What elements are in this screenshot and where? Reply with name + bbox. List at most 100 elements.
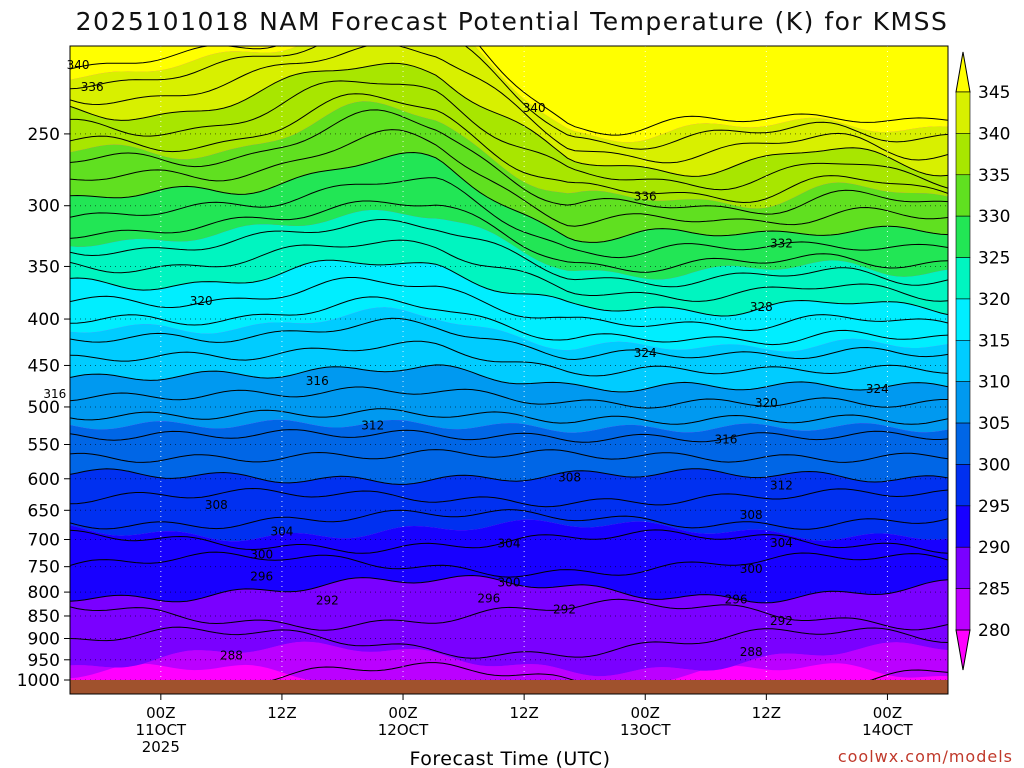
contour-label: 308 bbox=[205, 498, 228, 512]
colorbar-swatch bbox=[955, 546, 971, 589]
contour-304 bbox=[70, 429, 948, 443]
colorbar-swatch bbox=[955, 174, 971, 217]
y-tick-label: 750 bbox=[28, 558, 60, 578]
contour-294 bbox=[70, 529, 948, 554]
y-tick-label: 500 bbox=[28, 398, 60, 418]
contour-label: 320 bbox=[755, 396, 778, 410]
contour-320 bbox=[70, 259, 948, 317]
contour-342 bbox=[70, 46, 948, 164]
contour-label: 316 bbox=[715, 432, 738, 446]
contour-316 bbox=[70, 296, 948, 346]
temperature-band-335 bbox=[70, 63, 948, 209]
colorbar-swatch bbox=[955, 588, 971, 631]
contour-label: 304 bbox=[498, 536, 521, 550]
contour-344 bbox=[70, 46, 948, 150]
colorbar-cap-top bbox=[955, 51, 971, 93]
temperature-band-320 bbox=[70, 210, 948, 316]
chart-title: 2025101018 NAM Forecast Potential Temper… bbox=[76, 7, 949, 36]
colorbar-label: 335 bbox=[978, 166, 1010, 186]
colorbar-swatch bbox=[955, 422, 971, 465]
colorbar: 280 285 290 295 300 305 310 315 320 325 330 335 340 3… bbox=[955, 51, 1010, 671]
contour-286 bbox=[70, 626, 948, 659]
y-tick-label: 950 bbox=[28, 651, 60, 671]
contour-label: 292 bbox=[316, 593, 339, 607]
x-tick-label: 12Z bbox=[509, 704, 538, 722]
colorbar-label: 305 bbox=[978, 414, 1010, 434]
y-axis: 2503003504004505005506006507007508008509… bbox=[17, 125, 70, 691]
temperature-band-310 bbox=[70, 307, 948, 392]
contour-340 bbox=[70, 62, 948, 177]
contour-298 bbox=[70, 487, 948, 508]
contour-288 bbox=[70, 598, 948, 631]
y-tick-label: 450 bbox=[28, 356, 60, 376]
colorbar-swatch bbox=[955, 215, 971, 258]
contour-label: 304 bbox=[770, 536, 793, 550]
contour-label: 308 bbox=[740, 508, 763, 522]
contour-326 bbox=[70, 200, 948, 273]
colorbar-label: 310 bbox=[978, 373, 1010, 393]
contour-318 bbox=[70, 277, 948, 332]
contour-296 bbox=[70, 509, 948, 530]
contour-284 bbox=[271, 662, 948, 680]
contour-label: 292 bbox=[770, 614, 793, 628]
temperature-band-340 bbox=[70, 46, 948, 177]
contour-label: 332 bbox=[770, 236, 793, 250]
temperature-band-315 bbox=[70, 260, 948, 352]
contour-label: 324 bbox=[634, 346, 657, 360]
colorbar-label: 330 bbox=[978, 207, 1010, 227]
contour-314 bbox=[70, 317, 948, 361]
x-tick-label: 00Z bbox=[631, 704, 660, 722]
colorbar-swatch bbox=[955, 298, 971, 341]
temperature-band-325 bbox=[70, 152, 948, 280]
colorbar-label: 345 bbox=[978, 83, 1010, 103]
contour-label: 304 bbox=[270, 525, 293, 539]
y-tick-label: 600 bbox=[28, 470, 60, 490]
contour-334 bbox=[70, 109, 948, 215]
colorbar-label: 290 bbox=[978, 538, 1010, 558]
y-tick-label: 350 bbox=[28, 257, 60, 277]
colorbar-swatch bbox=[955, 340, 971, 382]
contour-302 bbox=[70, 449, 948, 463]
contour-label: 328 bbox=[750, 300, 773, 314]
colorbar-swatch bbox=[955, 91, 971, 134]
ground-strip bbox=[70, 680, 948, 694]
y-tick-label: 850 bbox=[28, 607, 60, 627]
contour-labels: 340 336 340 336 332 328 324 324 320 316 316 320 312 3… bbox=[43, 58, 888, 662]
x-tick-label: 12Z bbox=[752, 704, 781, 722]
y-tick-label: 900 bbox=[28, 629, 60, 649]
contour-label: 300 bbox=[498, 576, 521, 590]
x-tick-label: 12Z bbox=[267, 704, 296, 722]
y-tick-label: 800 bbox=[28, 583, 60, 603]
contour-label: 312 bbox=[770, 478, 793, 492]
contour-label: 316 bbox=[43, 387, 66, 401]
contour-292 bbox=[70, 551, 948, 578]
contour-label: 296 bbox=[250, 570, 273, 584]
colorbar-label: 340 bbox=[978, 124, 1010, 144]
colorbar-swatch bbox=[955, 257, 971, 300]
contour-310 bbox=[70, 364, 948, 393]
y-tick-label: 400 bbox=[28, 310, 60, 330]
colorbar-label: 300 bbox=[978, 455, 1010, 475]
temperature-band-345 bbox=[70, 46, 948, 143]
y-tick-label: 650 bbox=[28, 501, 60, 521]
x-tick-label: 00Z bbox=[873, 704, 902, 722]
colorbar-label: 295 bbox=[978, 497, 1010, 517]
contour-308 bbox=[70, 386, 948, 409]
contour-label: 320 bbox=[190, 294, 213, 308]
contour-300 bbox=[70, 468, 948, 485]
contour-label: 316 bbox=[306, 374, 329, 388]
colorbar-label: 285 bbox=[978, 580, 1010, 600]
contour-346 bbox=[70, 46, 948, 136]
grid-lines bbox=[70, 46, 948, 681]
y-tick-label: 550 bbox=[28, 435, 60, 455]
colorbar-label: 280 bbox=[978, 621, 1010, 641]
credit-text[interactable]: coolwx.com/models bbox=[838, 747, 1013, 766]
x-tick-label: 14OCT bbox=[862, 721, 913, 739]
y-tick-label: 1000 bbox=[17, 671, 60, 691]
contour-label: 296 bbox=[477, 591, 500, 605]
colorbar-label: 315 bbox=[978, 331, 1010, 351]
colorbar-swatch bbox=[955, 381, 971, 424]
contour-label: 296 bbox=[725, 592, 748, 606]
contour-label: 336 bbox=[81, 80, 104, 94]
